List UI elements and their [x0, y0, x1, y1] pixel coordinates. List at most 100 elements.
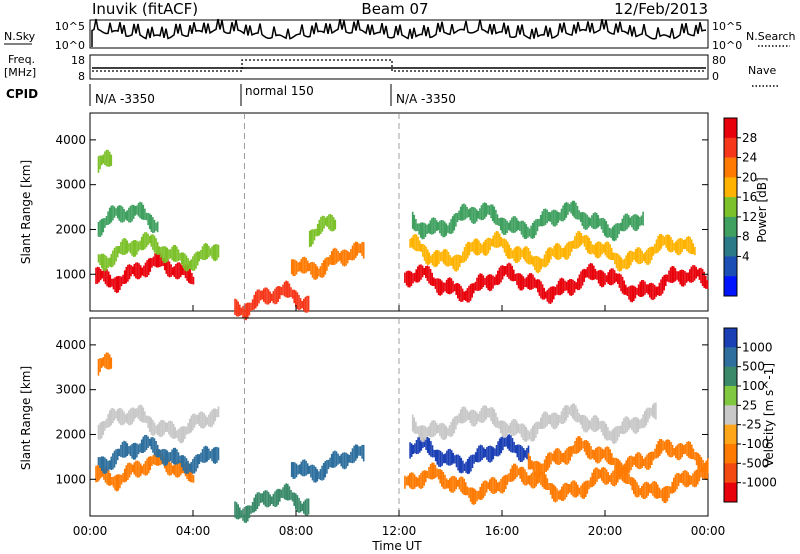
data-cell	[471, 206, 473, 223]
data-cell	[617, 458, 619, 476]
data-cell	[120, 276, 123, 287]
data-cell	[659, 439, 661, 456]
data-cell	[198, 412, 201, 426]
colorbar-swatch	[724, 216, 737, 237]
data-cell	[649, 247, 651, 264]
data-cell	[431, 445, 434, 458]
data-cell	[566, 243, 568, 260]
data-cell	[458, 413, 460, 423]
colorbar-swatch	[724, 366, 737, 387]
data-cell	[173, 266, 176, 277]
cpid-segment-1: N/A -3350	[95, 92, 155, 106]
data-cell	[143, 265, 145, 277]
data-cell	[490, 238, 493, 247]
data-cell	[464, 204, 467, 220]
data-cell	[468, 241, 471, 256]
data-cell	[578, 231, 581, 247]
data-cell	[426, 471, 429, 478]
data-cell	[206, 417, 209, 425]
data-cell	[607, 447, 610, 464]
data-cell	[527, 429, 529, 441]
data-cell	[423, 222, 425, 240]
data-cell	[461, 288, 464, 302]
data-cell	[479, 444, 482, 462]
data-cell	[558, 448, 560, 465]
data-cell	[599, 269, 601, 287]
data-cell	[607, 272, 609, 284]
data-cell	[533, 471, 536, 489]
data-cell	[420, 436, 423, 451]
data-cell	[152, 437, 154, 453]
data-cell	[595, 212, 598, 229]
data-cell	[151, 258, 153, 268]
data-cell	[123, 238, 125, 255]
data-cell	[217, 447, 220, 461]
data-cell	[117, 474, 120, 491]
data-cell	[505, 239, 507, 257]
data-cell	[190, 259, 193, 270]
data-cell	[155, 449, 158, 466]
data-cell	[593, 469, 595, 487]
data-cell	[633, 251, 635, 260]
data-cell	[430, 441, 432, 457]
data-cell	[141, 465, 144, 474]
data-cell	[620, 257, 623, 271]
data-cell	[567, 241, 570, 259]
data-cell	[541, 414, 544, 430]
data-cell	[466, 409, 468, 421]
data-cell	[600, 218, 603, 230]
data-cell	[609, 269, 611, 286]
data-cell	[271, 293, 273, 302]
data-cell	[629, 217, 632, 226]
data-cell	[100, 421, 103, 439]
data-cell	[554, 486, 557, 503]
data-band	[411, 200, 644, 242]
data-cell	[132, 240, 135, 257]
colorbar-tick-label: 4	[742, 249, 750, 263]
data-cell	[458, 284, 461, 301]
data-cell	[109, 274, 112, 288]
data-cell	[549, 483, 552, 495]
data-cell	[637, 284, 640, 297]
data-cell	[119, 474, 121, 489]
data-cell	[645, 408, 648, 426]
data-cell	[413, 214, 416, 231]
data-cell	[661, 276, 664, 294]
colorbar-swatch	[724, 177, 737, 198]
data-cell	[489, 238, 491, 251]
freq-label: Freq.	[8, 53, 35, 66]
data-cell	[518, 444, 520, 461]
data-cell	[652, 283, 654, 301]
date-title: 12/Feb/2013	[614, 0, 708, 18]
colorbar-swatch	[724, 197, 737, 218]
data-cell	[565, 281, 568, 291]
x-tick-label: 16:00	[485, 524, 520, 538]
data-cell	[628, 286, 630, 300]
data-cell	[188, 463, 191, 472]
data-cell	[429, 423, 432, 437]
data-cell	[152, 217, 154, 233]
data-cell	[450, 257, 453, 266]
data-cell	[201, 246, 204, 260]
data-cell	[660, 439, 663, 454]
data-cell	[689, 236, 691, 254]
data-cell	[617, 253, 619, 271]
data-cell	[126, 210, 129, 221]
data-cell	[423, 244, 426, 261]
data-cell	[176, 430, 178, 438]
data-cell	[192, 256, 194, 271]
data-cell	[104, 466, 107, 483]
data-cell	[209, 451, 212, 459]
data-cell	[669, 267, 672, 283]
data-cell	[110, 205, 113, 223]
data-cell	[703, 464, 705, 480]
y-tick-label: 2000	[55, 222, 86, 236]
data-cell	[473, 239, 475, 254]
data-cell	[646, 249, 648, 265]
data-cell	[593, 265, 595, 280]
data-cell	[668, 235, 671, 252]
data-cell	[519, 221, 521, 232]
data-cell	[417, 437, 419, 454]
data-cell	[181, 265, 184, 275]
data-cell	[508, 434, 511, 451]
